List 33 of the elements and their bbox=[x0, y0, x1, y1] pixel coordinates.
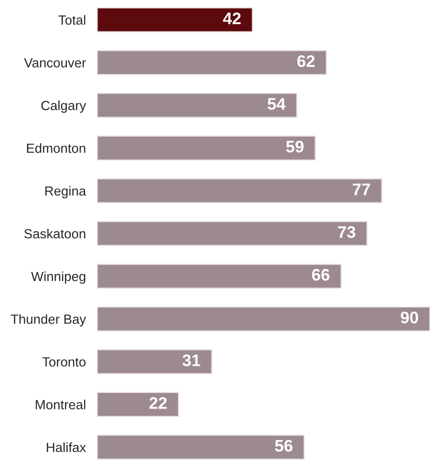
data-label: 59 bbox=[286, 140, 304, 152]
y-tick-label: Vancouver bbox=[24, 58, 86, 68]
y-tick-label: Total bbox=[58, 15, 86, 25]
bar bbox=[97, 178, 382, 204]
data-label: 90 bbox=[400, 312, 418, 324]
data-label: 73 bbox=[338, 226, 356, 238]
y-tick-label: Winnipeg bbox=[31, 271, 86, 284]
bar bbox=[97, 434, 305, 460]
bar bbox=[97, 392, 180, 417]
bar bbox=[97, 7, 253, 32]
bar bbox=[97, 264, 342, 289]
data-label: 62 bbox=[297, 55, 315, 68]
data-label: 56 bbox=[275, 440, 292, 452]
bar bbox=[97, 349, 212, 374]
y-tick-label: Thunder Bay bbox=[10, 314, 86, 326]
y-tick-label: Montreal bbox=[36, 400, 86, 410]
y-tick-label: Saskatoon bbox=[24, 228, 86, 238]
bar bbox=[97, 220, 368, 246]
y-tick-label: Regina bbox=[45, 186, 86, 198]
bar bbox=[97, 92, 298, 118]
bar bbox=[97, 50, 327, 76]
data-label: 54 bbox=[268, 98, 286, 110]
bar bbox=[97, 136, 316, 161]
data-label: 66 bbox=[312, 268, 330, 281]
y-tick-label: Toronto bbox=[42, 357, 86, 367]
y-tick-label: Halifax bbox=[46, 442, 86, 452]
data-label: 77 bbox=[352, 184, 370, 196]
data-label: 31 bbox=[182, 354, 200, 366]
y-tick-label: Edmonton bbox=[27, 143, 86, 153]
data-label: 22 bbox=[149, 397, 167, 409]
bar bbox=[97, 306, 430, 332]
data-label: 42 bbox=[223, 12, 241, 24]
y-tick-label: Calgary bbox=[41, 100, 86, 113]
